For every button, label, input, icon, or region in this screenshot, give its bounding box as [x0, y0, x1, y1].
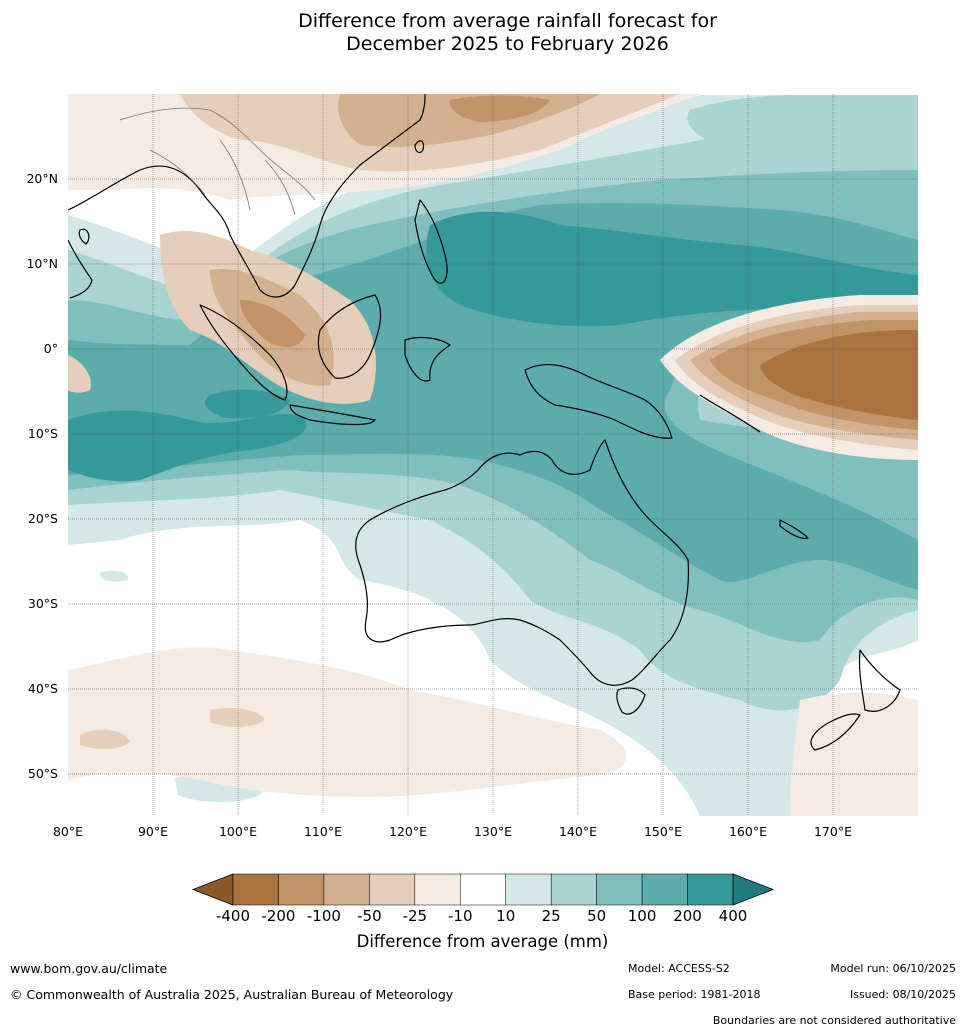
wetter-region-10mm-patch: [100, 570, 129, 582]
coastlines: [68, 94, 901, 751]
wetter-region-200mm: [426, 211, 918, 327]
lat-tick-label: 10°N: [26, 256, 58, 271]
colorbar-tick-label: 25: [542, 907, 561, 925]
footer-issued: Issued: 08/10/2025: [849, 988, 956, 1001]
colorbar-extend-high: [732, 873, 775, 906]
colorbar-tick-label: -25: [403, 907, 428, 925]
lon-tick-label: 130°E: [474, 824, 512, 839]
colorbar: -400 -200 -100 -50 -25 -10 10 25 50 100 200 400: [191, 873, 775, 925]
wetter-region-25mm-ne: [687, 95, 918, 155]
colorbar-tick-label: -200: [261, 907, 295, 925]
colorbar-tick-label: 50: [587, 907, 606, 925]
lon-tick-label: 150°E: [644, 824, 682, 839]
lat-tick-label: 20°S: [28, 511, 58, 526]
coastline-india: [68, 239, 93, 299]
colorbar-swatch: [460, 873, 506, 906]
lat-tick-labels: 20°N 10°N 0° 10°S 20°S 30°S 40°S 50°S: [26, 171, 58, 781]
colorbar-swatch: [550, 873, 597, 906]
wetter-region-200mm-java: [205, 389, 290, 419]
colorbar-swatch: [278, 873, 325, 906]
coastline-new-guinea: [524, 364, 673, 439]
legend-title: Difference from average (mm): [356, 932, 609, 951]
colorbar-swatch: [414, 873, 461, 906]
lon-tick-label: 160°E: [729, 824, 767, 839]
coastline-borneo: [317, 294, 382, 379]
lat-tick-label: 30°S: [28, 596, 58, 611]
coastline-sumatra: [199, 304, 288, 401]
coastline-solomons: [699, 394, 761, 433]
colorbar-tick-label: -400: [216, 907, 250, 925]
coastline-mainland-asia: [68, 94, 426, 298]
drier-region-pacific-200mm: [760, 330, 918, 420]
coastline-sri-lanka: [78, 228, 90, 245]
coastline-taiwan: [414, 140, 425, 154]
drier-region-borneo-100mm: [240, 300, 305, 347]
colorbar-swatch: [323, 873, 370, 906]
lon-tick-label: 80°E: [53, 824, 83, 839]
map-frame: [68, 94, 918, 816]
lon-tick-label: 170°E: [814, 824, 852, 839]
country-borders: [119, 107, 316, 216]
drier-region-southern-ocean-25mm: [80, 729, 130, 750]
drier-region-southern-ocean-25mm-b: [210, 708, 265, 727]
graticule: [68, 94, 918, 816]
colorbar-tick-label: 400: [719, 907, 748, 925]
lat-tick-label: 50°S: [28, 766, 58, 781]
coastline-new-caledonia: [779, 519, 809, 539]
coastline-tasmania: [616, 687, 646, 715]
lon-tick-label: 90°E: [138, 824, 168, 839]
coastline-sulawesi: [404, 336, 451, 382]
coastline-australia: [355, 439, 689, 686]
colorbar-extend-low: [191, 873, 234, 906]
footer-model-run: Model run: 06/10/2025: [830, 962, 956, 975]
map-title-line1: Difference from average rainfall forecas…: [298, 10, 717, 32]
drier-region-100mm-north: [449, 95, 550, 122]
colorbar-swatch: [596, 873, 643, 906]
footer-website[interactable]: www.bom.gov.au/climate: [10, 961, 168, 976]
footer-disclaimer: Boundaries are not considered authoritat…: [712, 1014, 956, 1027]
lat-tick-label: 20°N: [26, 171, 58, 186]
lon-tick-label: 110°E: [304, 824, 342, 839]
wetter-region-10mm-patch: [425, 584, 468, 608]
colorbar-tick-label: 100: [628, 907, 657, 925]
lat-tick-label: 0°: [44, 341, 58, 356]
colorbar-tick-label: 200: [673, 907, 702, 925]
colorbar-swatch: [232, 873, 279, 906]
footer-base-period: Base period: 1981-2018: [628, 988, 761, 1001]
colorbar-swatch: [369, 873, 416, 906]
colorbar-swatch: [687, 873, 734, 906]
drier-region-southern-ocean-10mm: [68, 647, 627, 797]
coastline-nz-south: [810, 713, 861, 751]
wetter-region-10mm-se: [600, 706, 770, 816]
lat-tick-label: 40°S: [28, 681, 58, 696]
footer-copyright: © Commonwealth of Australia 2025, Austra…: [10, 987, 454, 1002]
colorbar-swatch: [505, 873, 552, 906]
lat-tick-label: 10°S: [28, 426, 58, 441]
colorbar-tick-label: -10: [448, 907, 473, 925]
lon-tick-labels: 80°E 90°E 100°E 110°E 120°E 130°E 140°E …: [53, 824, 852, 839]
coastline-philippines: [414, 199, 448, 284]
map-title: Difference from average rainfall forecas…: [0, 10, 965, 56]
drier-region-west: [68, 355, 91, 393]
colorbar-swatch: [641, 873, 688, 906]
wetter-region-200mm-sw: [68, 410, 307, 482]
lon-tick-label: 100°E: [219, 824, 257, 839]
coastline-java: [289, 404, 376, 426]
lon-tick-label: 140°E: [559, 824, 597, 839]
colorbar-tick-label: 10: [496, 907, 515, 925]
map-title-line2: December 2025 to February 2026: [346, 33, 669, 55]
colorbar-tick-label: -50: [357, 907, 382, 925]
footer-model: Model: ACCESS-S2: [628, 962, 730, 975]
coastline-nz-north: [858, 649, 901, 712]
drier-region-tasman: [790, 692, 918, 816]
lon-tick-label: 120°E: [389, 824, 427, 839]
colorbar-tick-label: -100: [307, 907, 341, 925]
